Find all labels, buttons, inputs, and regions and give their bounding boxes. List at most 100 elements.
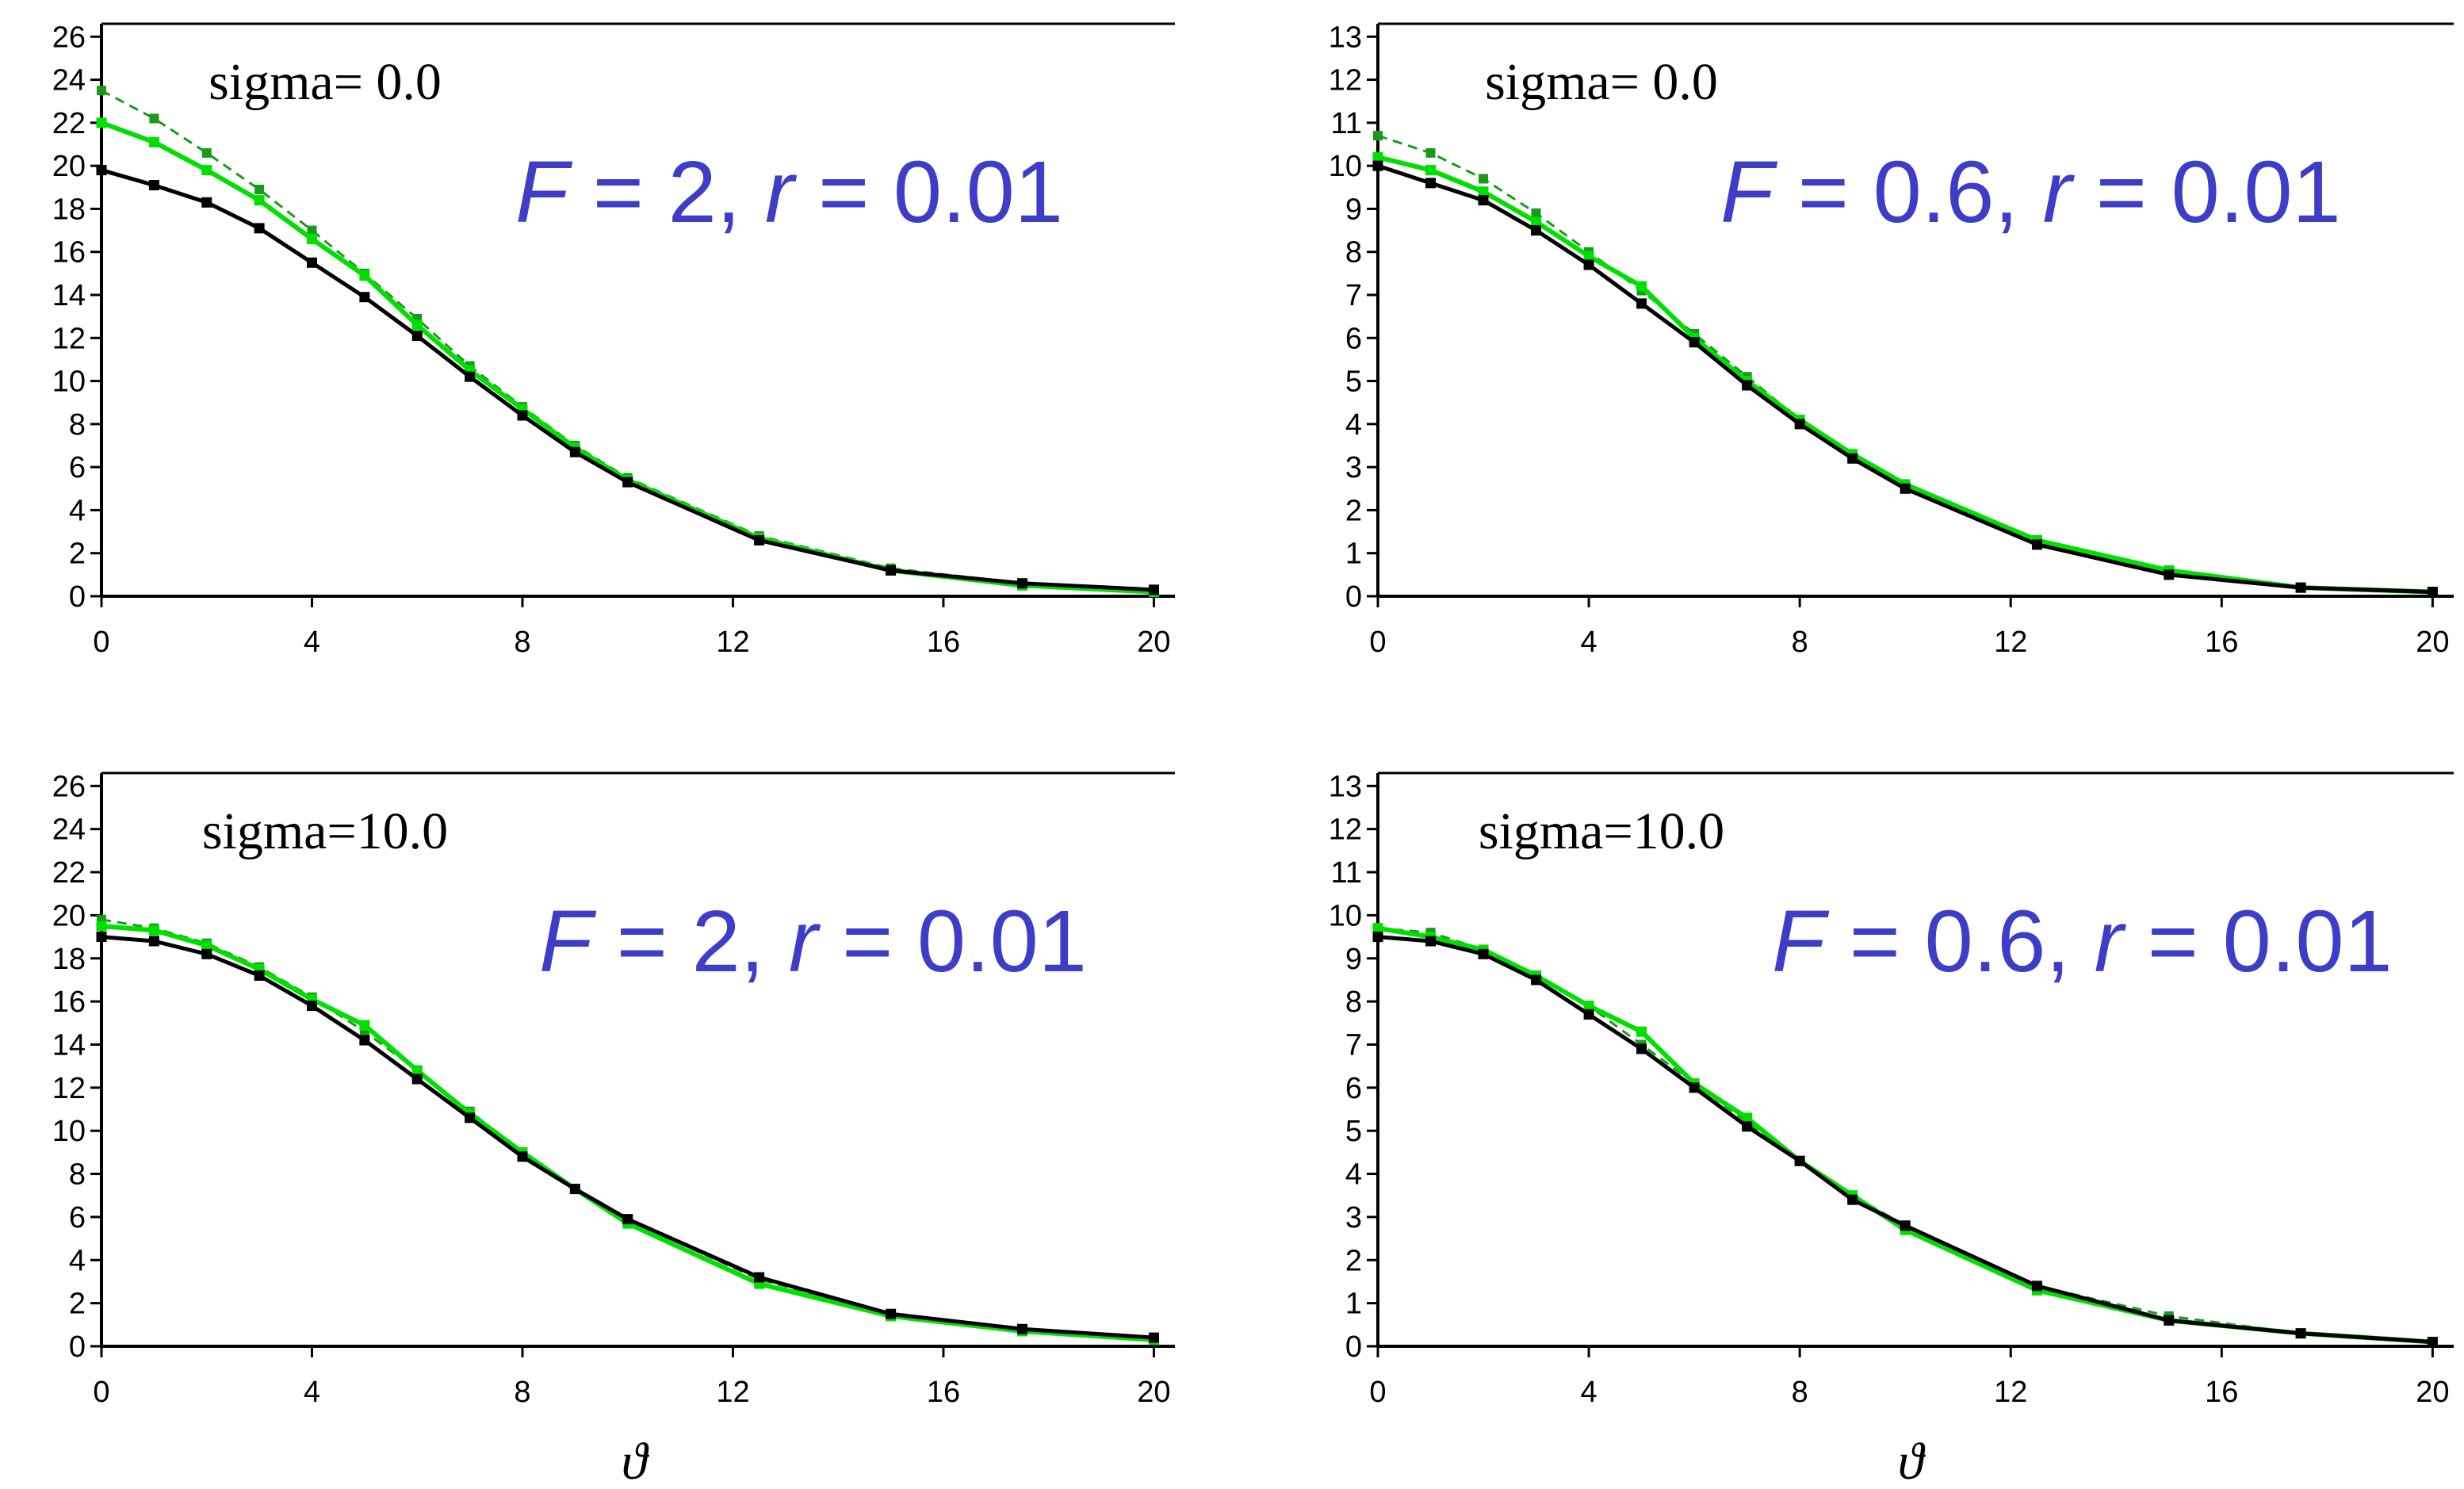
- x-tick-label: 8: [514, 1376, 530, 1409]
- data-point-green-solid: [148, 136, 159, 147]
- data-point-black-solid: [1794, 1155, 1805, 1166]
- x-tick-label: 12: [716, 1376, 749, 1409]
- y-tick-label: 1: [1345, 1288, 1362, 1321]
- x-tick-label: 20: [2416, 626, 2449, 659]
- data-point-green-solid: [96, 117, 107, 128]
- data-point-black-solid: [1900, 483, 1911, 494]
- x-tick-label: 16: [2205, 1376, 2238, 1409]
- y-tick-label: 22: [52, 856, 86, 890]
- param-value: = 0.01: [794, 144, 1063, 241]
- y-tick-label: 12: [1329, 813, 1362, 847]
- data-point-black-solid: [517, 1151, 528, 1162]
- param-symbol: F: [1772, 893, 1830, 990]
- data-point-green-solid: [1636, 1026, 1647, 1037]
- data-point-black-solid: [754, 534, 765, 545]
- x-tick-label: 8: [1792, 626, 1808, 659]
- param-value: = 0.01: [818, 893, 1087, 990]
- data-point-green-solid: [1583, 1001, 1594, 1012]
- y-tick-label: 2: [69, 538, 86, 571]
- data-point-green-solid: [201, 940, 212, 951]
- data-point-black-solid: [1148, 584, 1159, 595]
- data-point-black-solid: [2295, 1328, 2306, 1339]
- data-point-black-solid: [306, 257, 317, 268]
- x-tick-label: 12: [1994, 1376, 2027, 1409]
- y-tick-label: 26: [52, 770, 86, 803]
- data-point-black-solid: [1478, 195, 1489, 206]
- param-value: = 0.6,: [1825, 893, 2094, 990]
- x-tick-label: 0: [1369, 626, 1386, 659]
- y-tick-label: 9: [1345, 943, 1362, 976]
- data-point-black-solid: [622, 1214, 633, 1225]
- sigma-annotation: sigma= 0.0: [209, 53, 442, 111]
- data-point-black-solid: [306, 1001, 317, 1012]
- data-point-black-solid: [2031, 539, 2042, 550]
- y-tick-label: 20: [52, 150, 86, 183]
- param-value: = 0.6,: [1773, 144, 2042, 241]
- y-tick-label: 13: [1329, 770, 1362, 803]
- data-point-black-solid: [465, 371, 476, 382]
- x-tick-label: 4: [1581, 626, 1597, 659]
- data-point-green-solid: [1478, 186, 1489, 197]
- y-tick-label: 16: [52, 986, 86, 1019]
- x-tick-label: 0: [93, 1376, 109, 1409]
- data-point-black-solid: [569, 446, 580, 457]
- parameter-annotation: F = 2, r = 0.01: [515, 144, 1063, 241]
- y-tick-label: 26: [52, 21, 86, 54]
- data-point-black-solid: [886, 1308, 897, 1319]
- data-point-black-solid: [96, 165, 107, 176]
- data-point-black-solid: [1900, 1220, 1911, 1231]
- data-point-black-solid: [1478, 948, 1489, 959]
- data-point-black-solid: [201, 948, 212, 959]
- y-tick-label: 10: [52, 366, 86, 399]
- data-point-black-solid: [1689, 1082, 1700, 1093]
- data-point-black-solid: [2031, 1280, 2042, 1292]
- param-symbol: r: [2043, 144, 2076, 241]
- data-point-green-solid: [1636, 281, 1647, 292]
- param-symbol: F: [515, 144, 573, 241]
- parameter-annotation: F = 2, r = 0.01: [539, 893, 1087, 990]
- y-tick-label: 6: [69, 451, 86, 484]
- data-point-black-solid: [517, 410, 528, 421]
- data-point-green-solid: [359, 270, 370, 281]
- data-point-green-solid: [96, 921, 107, 932]
- x-tick-label: 8: [1792, 1376, 1808, 1409]
- data-point-black-solid: [1742, 1121, 1753, 1132]
- y-tick-label: 24: [52, 813, 86, 847]
- data-point-green-solid: [306, 233, 317, 244]
- data-point-black-solid: [359, 292, 370, 303]
- data-point-green-solid: [359, 1020, 370, 1031]
- data-point-green-dashed: [149, 113, 159, 124]
- data-point-black-solid: [2164, 569, 2175, 580]
- y-tick-label: 2: [1345, 1244, 1362, 1277]
- y-tick-label: 2: [1345, 494, 1362, 527]
- data-point-black-solid: [1636, 1043, 1647, 1055]
- data-point-green-solid: [148, 924, 159, 936]
- y-tick-label: 2: [69, 1288, 86, 1321]
- data-point-green-solid: [1583, 251, 1594, 262]
- data-point-green-solid: [1372, 923, 1383, 934]
- data-point-black-solid: [569, 1184, 580, 1195]
- data-point-black-solid: [465, 1112, 476, 1123]
- x-tick-label: 4: [1581, 1376, 1597, 1409]
- param-symbol: r: [765, 144, 798, 241]
- data-point-green-dashed: [201, 147, 212, 158]
- data-point-black-solid: [1847, 1194, 1858, 1205]
- y-tick-label: 10: [1329, 150, 1362, 183]
- data-point-green-solid: [411, 1065, 423, 1076]
- data-point-green-dashed: [1479, 174, 1489, 184]
- y-tick-label: 11: [1331, 856, 1362, 890]
- data-point-green-dashed: [1425, 147, 1436, 158]
- data-point-black-solid: [886, 565, 897, 576]
- y-tick-label: 6: [1345, 1072, 1362, 1105]
- y-tick-label: 3: [1345, 451, 1362, 484]
- y-tick-label: 8: [69, 408, 86, 442]
- data-point-green-dashed: [1373, 131, 1383, 141]
- x-tick-label: 20: [1137, 1376, 1170, 1409]
- y-tick-label: 6: [69, 1201, 86, 1234]
- y-tick-label: 14: [52, 279, 86, 312]
- data-point-black-solid: [148, 936, 159, 947]
- data-point-black-solid: [2164, 1315, 2175, 1326]
- sigma-annotation: sigma= 0.0: [1485, 53, 1718, 111]
- y-tick-label: 24: [52, 64, 86, 98]
